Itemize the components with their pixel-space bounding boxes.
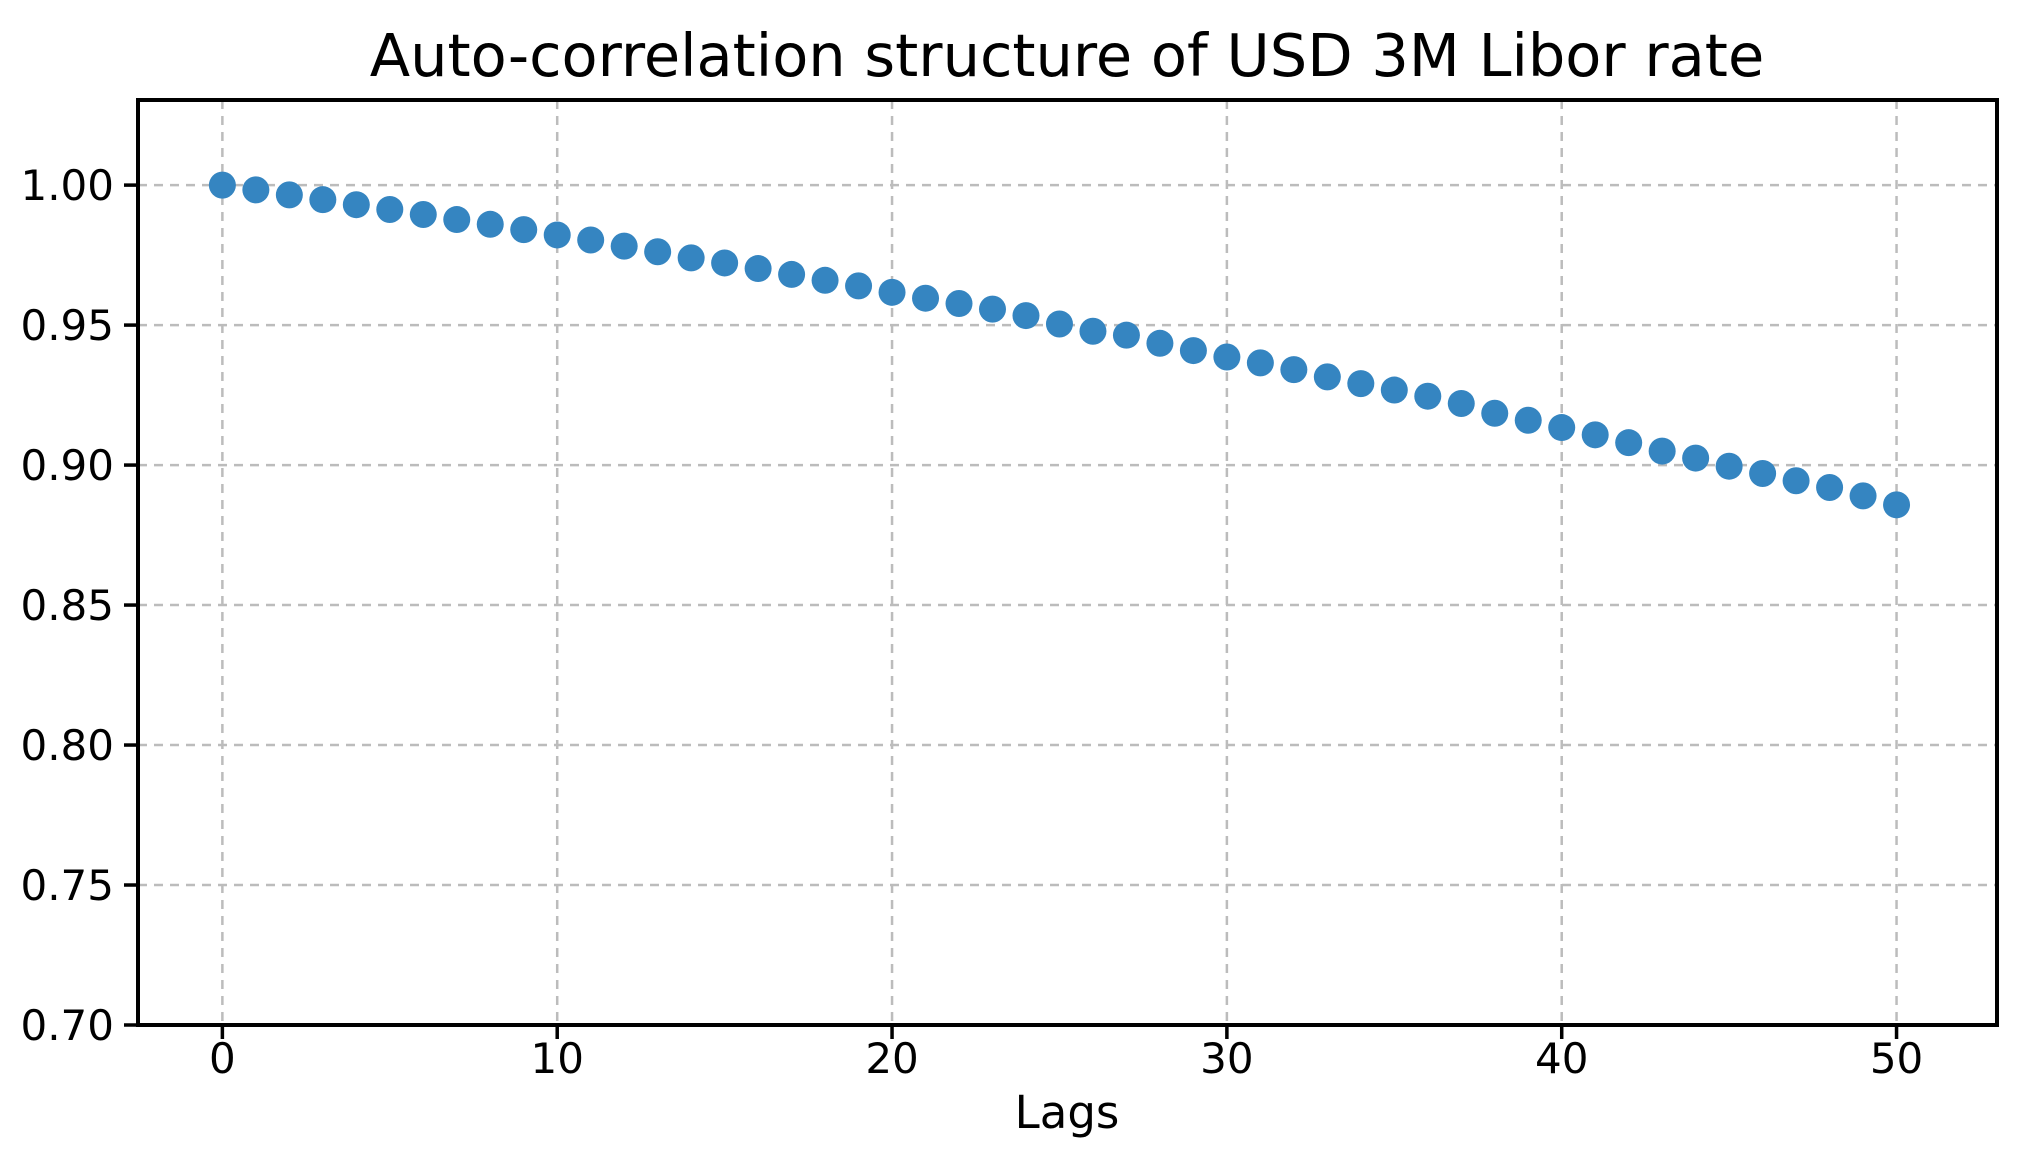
plot-border — [136, 98, 1999, 1027]
data-point — [1213, 343, 1241, 371]
x-tick-label: 40 — [1535, 1034, 1588, 1083]
data-point — [409, 201, 437, 229]
data-point — [208, 171, 236, 199]
y-tick-label: 0.80 — [20, 721, 114, 770]
data-point — [510, 216, 538, 244]
data-point — [1615, 429, 1643, 457]
data-point — [1146, 329, 1174, 357]
data-point — [1246, 349, 1274, 377]
data-point — [677, 244, 705, 272]
data-point — [543, 221, 571, 249]
data-point — [242, 176, 270, 204]
gridlines-layer — [138, 100, 1997, 1027]
data-point — [443, 206, 471, 234]
data-point — [1012, 302, 1040, 330]
data-point — [811, 266, 839, 294]
y-tick-label: 0.85 — [20, 581, 114, 630]
data-point — [1045, 310, 1073, 338]
data-point — [711, 249, 739, 277]
data-point — [778, 260, 806, 288]
data-point — [1414, 382, 1442, 410]
data-point — [275, 181, 303, 209]
chart-title: Auto-correlation structure of USD 3M Lib… — [370, 21, 1765, 90]
data-point — [309, 186, 337, 214]
data-point — [1447, 389, 1475, 417]
y-tick-label: 1.00 — [20, 161, 114, 210]
y-tick-label: 0.90 — [20, 441, 114, 490]
data-point — [1749, 459, 1777, 487]
x-tick-label: 30 — [1200, 1034, 1253, 1083]
tick-labels-layer: 0 10 20 30 40 50 0.70 0.75 0.80 0.85 0.90 0.95 1.00 — [20, 161, 1923, 1083]
data-point — [978, 295, 1006, 323]
data-point — [1581, 421, 1609, 449]
data-point — [1481, 399, 1509, 427]
data-point — [577, 226, 605, 254]
data-point — [1682, 444, 1710, 472]
data-point — [1883, 491, 1911, 519]
data-point — [744, 255, 772, 283]
data-point — [1648, 437, 1676, 465]
x-tick-label: 10 — [530, 1034, 583, 1083]
x-tick-label: 20 — [865, 1034, 918, 1083]
data-point — [476, 210, 504, 238]
y-tick-label: 0.70 — [20, 1001, 114, 1050]
data-point — [644, 238, 672, 266]
data-point — [1514, 406, 1542, 434]
data-point — [376, 195, 404, 223]
data-point — [945, 290, 973, 318]
data-point — [1079, 317, 1107, 345]
data-point — [1816, 473, 1844, 501]
data-point — [342, 191, 370, 219]
x-axis-label: Lags — [1015, 1086, 1120, 1139]
data-point — [1548, 414, 1576, 442]
data-point — [1715, 452, 1743, 480]
data-point — [1313, 363, 1341, 391]
data-point — [1849, 482, 1877, 510]
ticks-layer — [124, 183, 1899, 1039]
data-point — [1347, 370, 1375, 398]
y-tick-label: 0.95 — [20, 301, 114, 350]
x-tick-label: 50 — [1870, 1034, 1923, 1083]
scatter-points-layer — [208, 171, 1911, 519]
data-point — [845, 272, 873, 300]
y-tick-label: 0.75 — [20, 861, 114, 910]
data-point — [1179, 337, 1207, 365]
data-point — [610, 232, 638, 260]
data-point — [1280, 356, 1308, 384]
data-point — [912, 284, 940, 312]
data-point — [1782, 467, 1810, 495]
x-tick-label: 0 — [209, 1034, 236, 1083]
data-point — [1380, 376, 1408, 404]
data-point — [878, 278, 906, 306]
data-point — [1112, 321, 1140, 349]
